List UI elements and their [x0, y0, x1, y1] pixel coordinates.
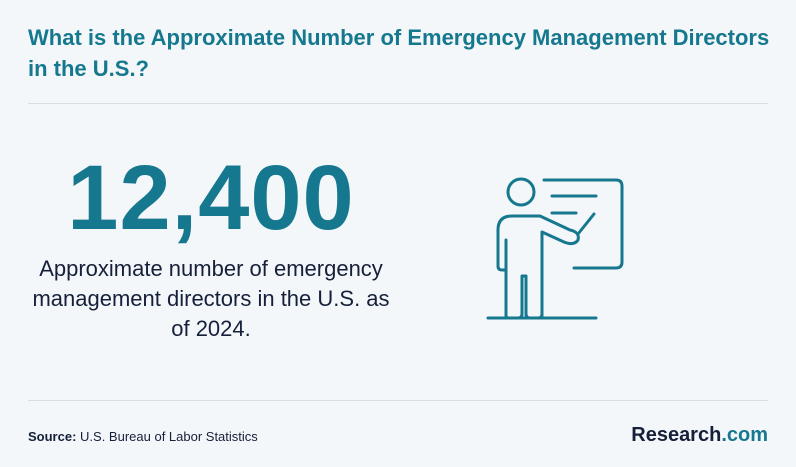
presenter-at-whiteboard-icon	[486, 177, 624, 320]
stat-description: Approximate number of emergency manageme…	[32, 256, 390, 341]
stat-value: 12,400	[67, 147, 355, 249]
source-label: Source:	[28, 429, 77, 444]
brand-suffix: .com	[721, 424, 768, 446]
source-line: Source: U.S. Bureau of Labor Statistics	[28, 428, 258, 446]
source-text: U.S. Bureau of Labor Statistics	[80, 429, 258, 444]
page-title: What is the Approximate Number of Emerge…	[28, 25, 770, 81]
bottom-divider	[28, 400, 768, 401]
top-divider	[28, 103, 768, 104]
brand-logo: Research.com	[631, 423, 768, 447]
brand-name: Research	[631, 424, 722, 446]
